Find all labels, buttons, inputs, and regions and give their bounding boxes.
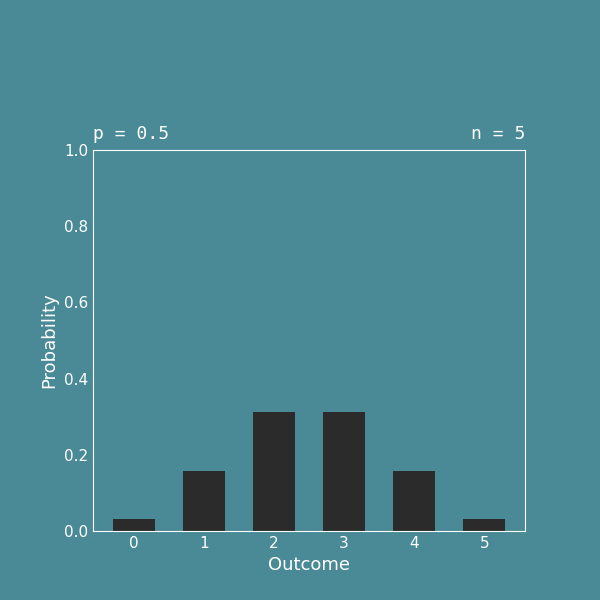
Bar <box>323 412 365 531</box>
Text: n = 5: n = 5 <box>470 125 525 143</box>
Y-axis label: Probability: Probability <box>40 293 58 388</box>
Bar <box>463 519 505 531</box>
Text: p = 0.5: p = 0.5 <box>93 125 169 143</box>
Bar <box>393 472 435 531</box>
X-axis label: Outcome: Outcome <box>268 556 350 574</box>
Bar <box>253 412 295 531</box>
Bar <box>183 472 225 531</box>
Bar <box>113 519 155 531</box>
Text: {BINOMIAL DISTRIBUTION}: {BINOMIAL DISTRIBUTION} <box>130 55 470 77</box>
